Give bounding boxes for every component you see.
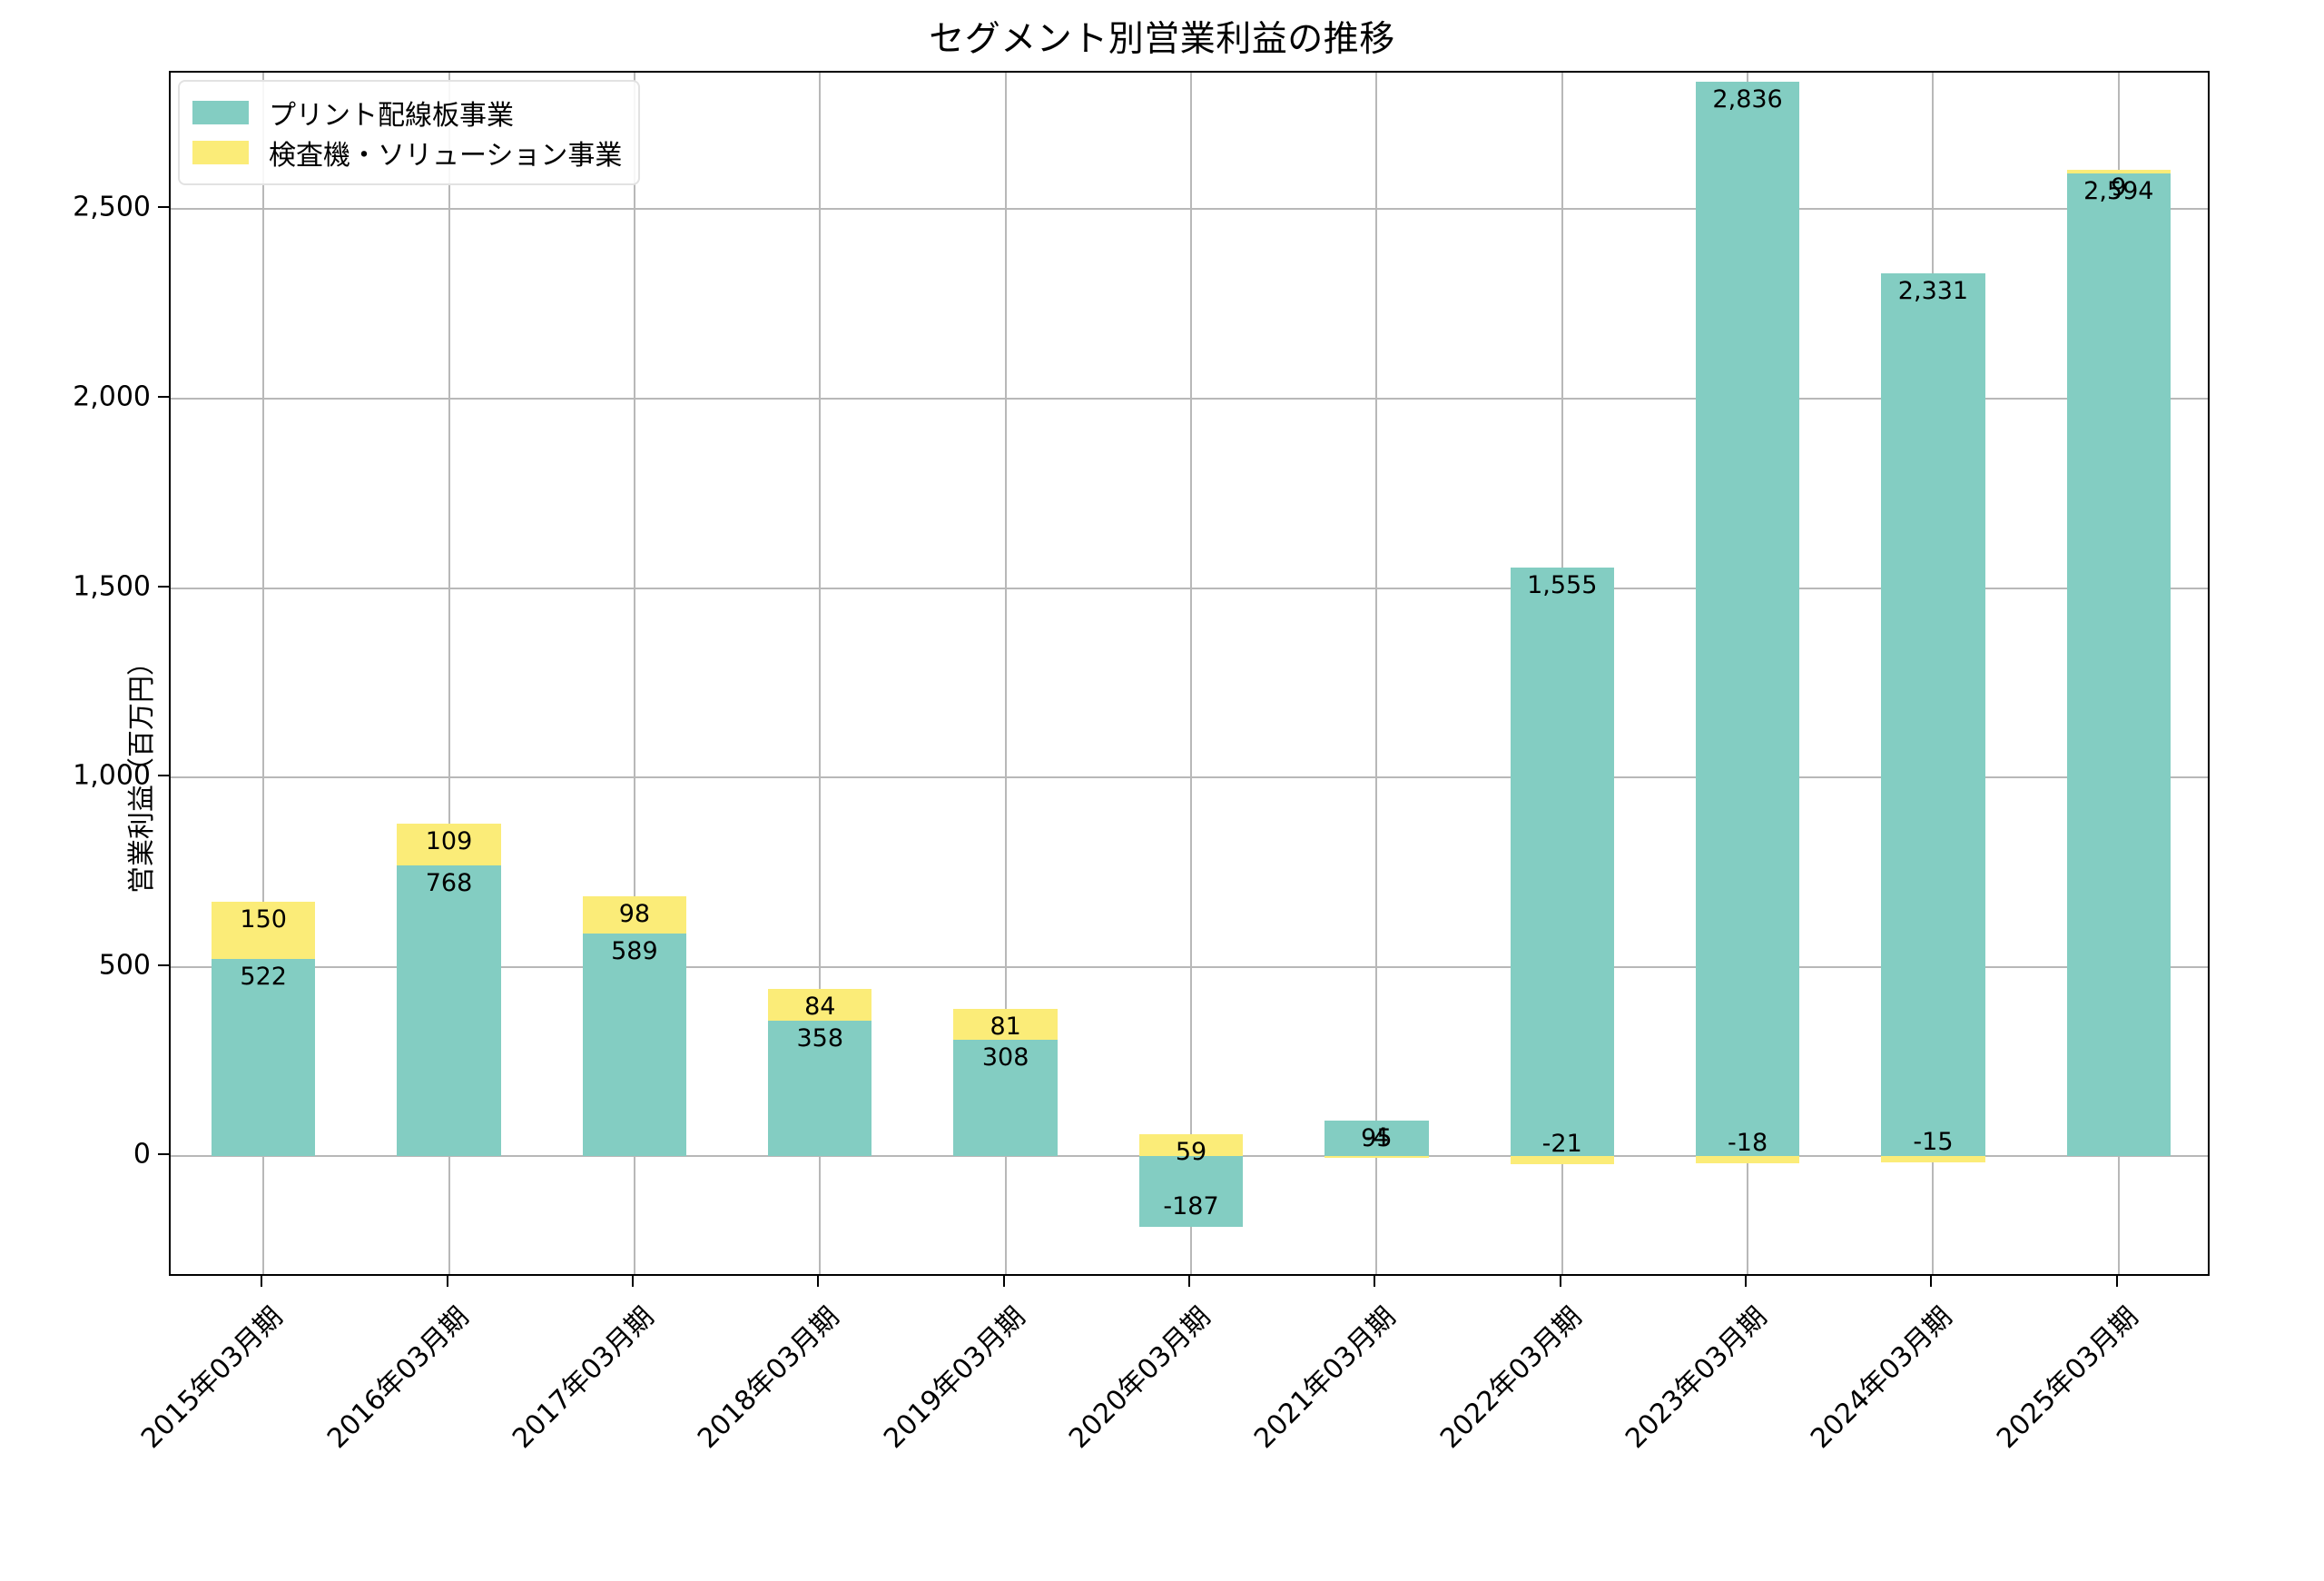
y-tick-mark [158,585,169,588]
bar-segment[interactable] [953,1039,1058,1157]
legend-label-printed-wiring-board: プリント配線板事業 [269,100,514,132]
gridline-vertical [1190,73,1192,1274]
y-tick-label: 2,000 [73,380,151,413]
bar-value-label: 358 [796,1024,844,1053]
bar-value-label: -15 [1913,1127,1954,1156]
legend-swatch-inspection-solution [192,141,249,164]
bar-segment[interactable] [582,895,687,934]
bar-value-label: 2,331 [1897,276,1969,305]
legend-label-inspection-solution: 検査機・ソリューション事業 [269,140,623,172]
bar-value-label: 59 [1175,1137,1207,1166]
bar-value-label: 150 [240,905,287,934]
bar-segment[interactable] [582,933,687,1157]
bar-segment[interactable] [397,824,501,865]
y-tick-mark [158,206,169,209]
y-tick-mark [158,775,169,777]
bar-segment[interactable] [1510,567,1614,1157]
bar-value-label: 98 [618,899,651,928]
gridline-vertical [1004,73,1007,1274]
y-tick-label: 0 [133,1138,151,1171]
bar-value-label: 95 [1361,1123,1393,1152]
bar-segment[interactable] [211,902,316,959]
bar-value-label: 2,836 [1712,85,1783,114]
x-tick-mark [1002,1276,1005,1287]
x-tick-mark [631,1276,634,1287]
y-tick-label: 1,500 [73,570,151,603]
bar-value-label: -4 [1364,1123,1389,1152]
gridline-horizontal [171,776,2208,779]
plot-area: 522 150 768 109 589 98 358 84 308 81 -187 59 95 -4 1,5… [169,71,2210,1276]
x-tick-mark [1745,1276,1748,1287]
bar-segment[interactable] [768,989,872,1022]
bar-segment[interactable] [397,865,501,1157]
y-tick-label: 500 [98,949,151,982]
bar-value-label: 81 [990,1013,1021,1042]
x-tick-mark [2115,1276,2118,1287]
x-tick-mark [817,1276,820,1287]
bar-value-label: 589 [611,936,658,965]
x-tick-mark [1188,1276,1190,1287]
bar-value-label: 9 [2111,173,2127,203]
bar-value-label: 84 [804,993,836,1022]
bar-value-label: 522 [240,962,287,991]
bar-value-label: 1,555 [1527,570,1598,599]
legend-item-0[interactable]: プリント配線板事業 [192,93,622,133]
legend: プリント配線板事業 検査機・ソリューション事業 [178,80,641,185]
gridline-vertical [262,73,265,1274]
bar-segment[interactable] [768,1021,872,1157]
gridline-vertical [448,73,450,1274]
legend-swatch-printed-wiring-board [192,101,249,124]
bar-segment[interactable] [1881,272,1985,1157]
bar-segment[interactable] [1510,1156,1614,1165]
gridline-horizontal [171,397,2208,400]
gridline-vertical [1375,73,1378,1274]
gridline-horizontal [171,208,2208,211]
bar-value-label: 768 [425,868,473,897]
bar-segment[interactable] [1138,1133,1244,1157]
gridline-vertical [819,73,822,1274]
bar-value-label: 2,594 [2083,177,2154,205]
y-tick-mark [158,395,169,398]
bar-segment[interactable] [953,1009,1058,1040]
chart-figure: セグメント別営業利益の推移 営業利益（百万円） 0 500 1,000 1,500 2,… [73,19,2210,1456]
bar-value-label: -187 [1163,1192,1219,1221]
bar-value-label: 308 [981,1042,1029,1072]
y-tick-label: 2,500 [73,191,151,223]
bar-value-label: -18 [1728,1128,1768,1157]
chart-title: セグメント別営業利益の推移 [929,19,1395,60]
x-tick-mark [1559,1276,1561,1287]
bar-segment[interactable] [211,958,316,1157]
bar-segment[interactable] [1138,1156,1244,1228]
bar-segment[interactable] [2066,173,2171,1157]
bar-segment[interactable] [1695,1156,1800,1163]
y-tick-label: 1,000 [73,759,151,792]
bar-value-label: 109 [425,827,473,856]
gridline-vertical [633,73,635,1274]
legend-item-1[interactable]: 検査機・ソリューション事業 [192,133,622,173]
bar-value-label: -21 [1541,1130,1582,1159]
x-tick-mark [1930,1276,1933,1287]
y-tick-mark [158,1153,169,1156]
gridline-horizontal [171,965,2208,968]
x-tick-mark [1374,1276,1376,1287]
bar-segment[interactable] [1881,1156,1985,1162]
y-tick-mark [158,963,169,966]
bar-segment[interactable] [1695,82,1800,1157]
x-tick-mark [446,1276,448,1287]
bar-segment[interactable] [1324,1120,1429,1157]
x-tick-mark [261,1276,263,1287]
bar-segment[interactable] [1324,1156,1429,1159]
bar-segment[interactable] [2066,170,2171,173]
gridline-horizontal [171,587,2208,589]
